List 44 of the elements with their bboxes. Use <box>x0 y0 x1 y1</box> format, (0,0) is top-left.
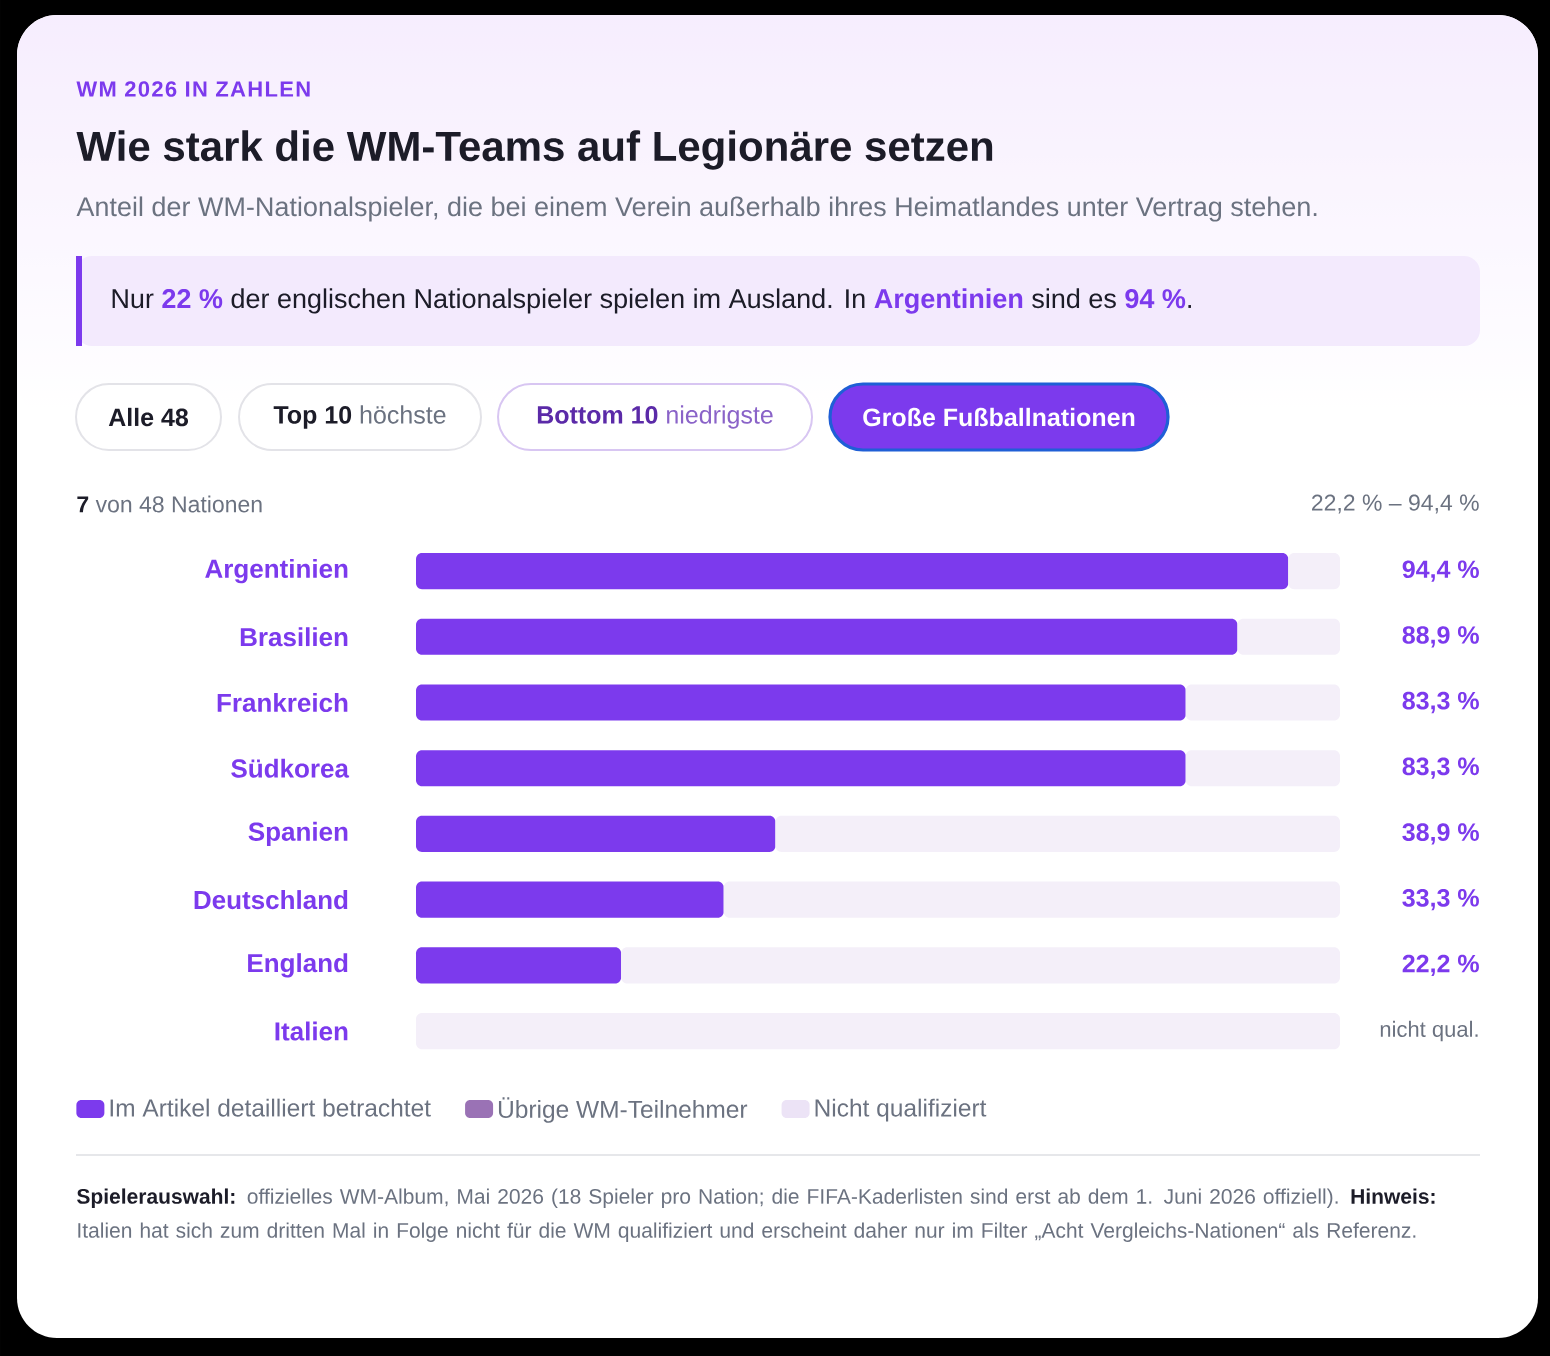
bar <box>1185 750 1341 787</box>
y-tick-label: Italien <box>275 1021 348 1041</box>
legend-label: Im Artikel detailliert betrachtet <box>110 1098 431 1117</box>
data-label: 38,9 % <box>1402 823 1479 845</box>
legend-label: Übrige WM-Teilnehmer <box>498 1097 748 1123</box>
text: Spielerauswahl: offizielles WM-Album, Mai 2026 (18 Spieler pro Nation; die FIFA-Kaderlisten sind erst ab dem 1. Juni 2026 offiziell). Hinweis: Italien hat sich zum dritten Mal in Folge nicht für die WM qualifiziert und erscheint daher nur im Filter „Acht Vergleichs-Nationen“ als Referenz. <box>77 1188 1435 1242</box>
legend-label: Nicht qualifiziert <box>815 1098 987 1122</box>
y-tick-label: Frankreich <box>217 692 348 713</box>
data-label: 88,9 % <box>1402 626 1479 648</box>
y-tick-label: Brasilien <box>240 627 348 647</box>
bar <box>723 881 1341 918</box>
chart-subtitle: Anteil der WM-Nationalspieler, die bei einem Verein außerhalb ihres Heimatlandes unter Vertrag stehen. <box>76 196 1317 222</box>
y-tick-label: Südkorea <box>231 758 350 778</box>
bar <box>1288 552 1341 590</box>
text: nicht qual. <box>1380 1020 1478 1042</box>
bar <box>775 815 1341 852</box>
y-tick-label: Deutschland <box>194 890 348 910</box>
y-tick-label: Argentinien <box>205 558 348 584</box>
bar <box>416 881 724 918</box>
data-label: 94,4 % <box>1402 560 1479 582</box>
bar <box>416 815 776 852</box>
bar <box>416 552 1289 590</box>
text: Nur 22 % der englischen Nationalspieler spielen im Ausland. In Argentinien sind es 94 %. <box>112 288 1191 314</box>
data-label: 33,3 % <box>1402 888 1479 911</box>
text: Große Fußballnationen <box>863 407 1135 427</box>
bar <box>416 947 622 984</box>
bar <box>416 750 1186 787</box>
y-tick-label: England <box>248 953 348 978</box>
bar <box>416 684 1186 721</box>
bar <box>1185 684 1341 721</box>
data-label: 83,3 % <box>1402 757 1479 779</box>
text: 22,2 % – 94,4 % <box>1312 494 1479 514</box>
bar <box>621 947 1341 984</box>
text: Bottom 10 niedrigste <box>537 405 773 429</box>
bar <box>416 618 1238 655</box>
text: WM 2026 IN ZAHLEN <box>76 81 310 97</box>
chart-title: Wie stark die WM-Teams auf Legionäre setzen <box>76 130 993 170</box>
data-label: 22,2 % <box>1402 954 1479 976</box>
text: Top 10 höchste <box>273 405 446 429</box>
bar <box>1237 618 1341 655</box>
text: 7 von 48 Nationen <box>77 495 262 513</box>
text: Alle 48 <box>108 407 189 427</box>
y-tick-label: Spanien <box>248 821 348 847</box>
data-label: 83,3 % <box>1402 691 1479 714</box>
